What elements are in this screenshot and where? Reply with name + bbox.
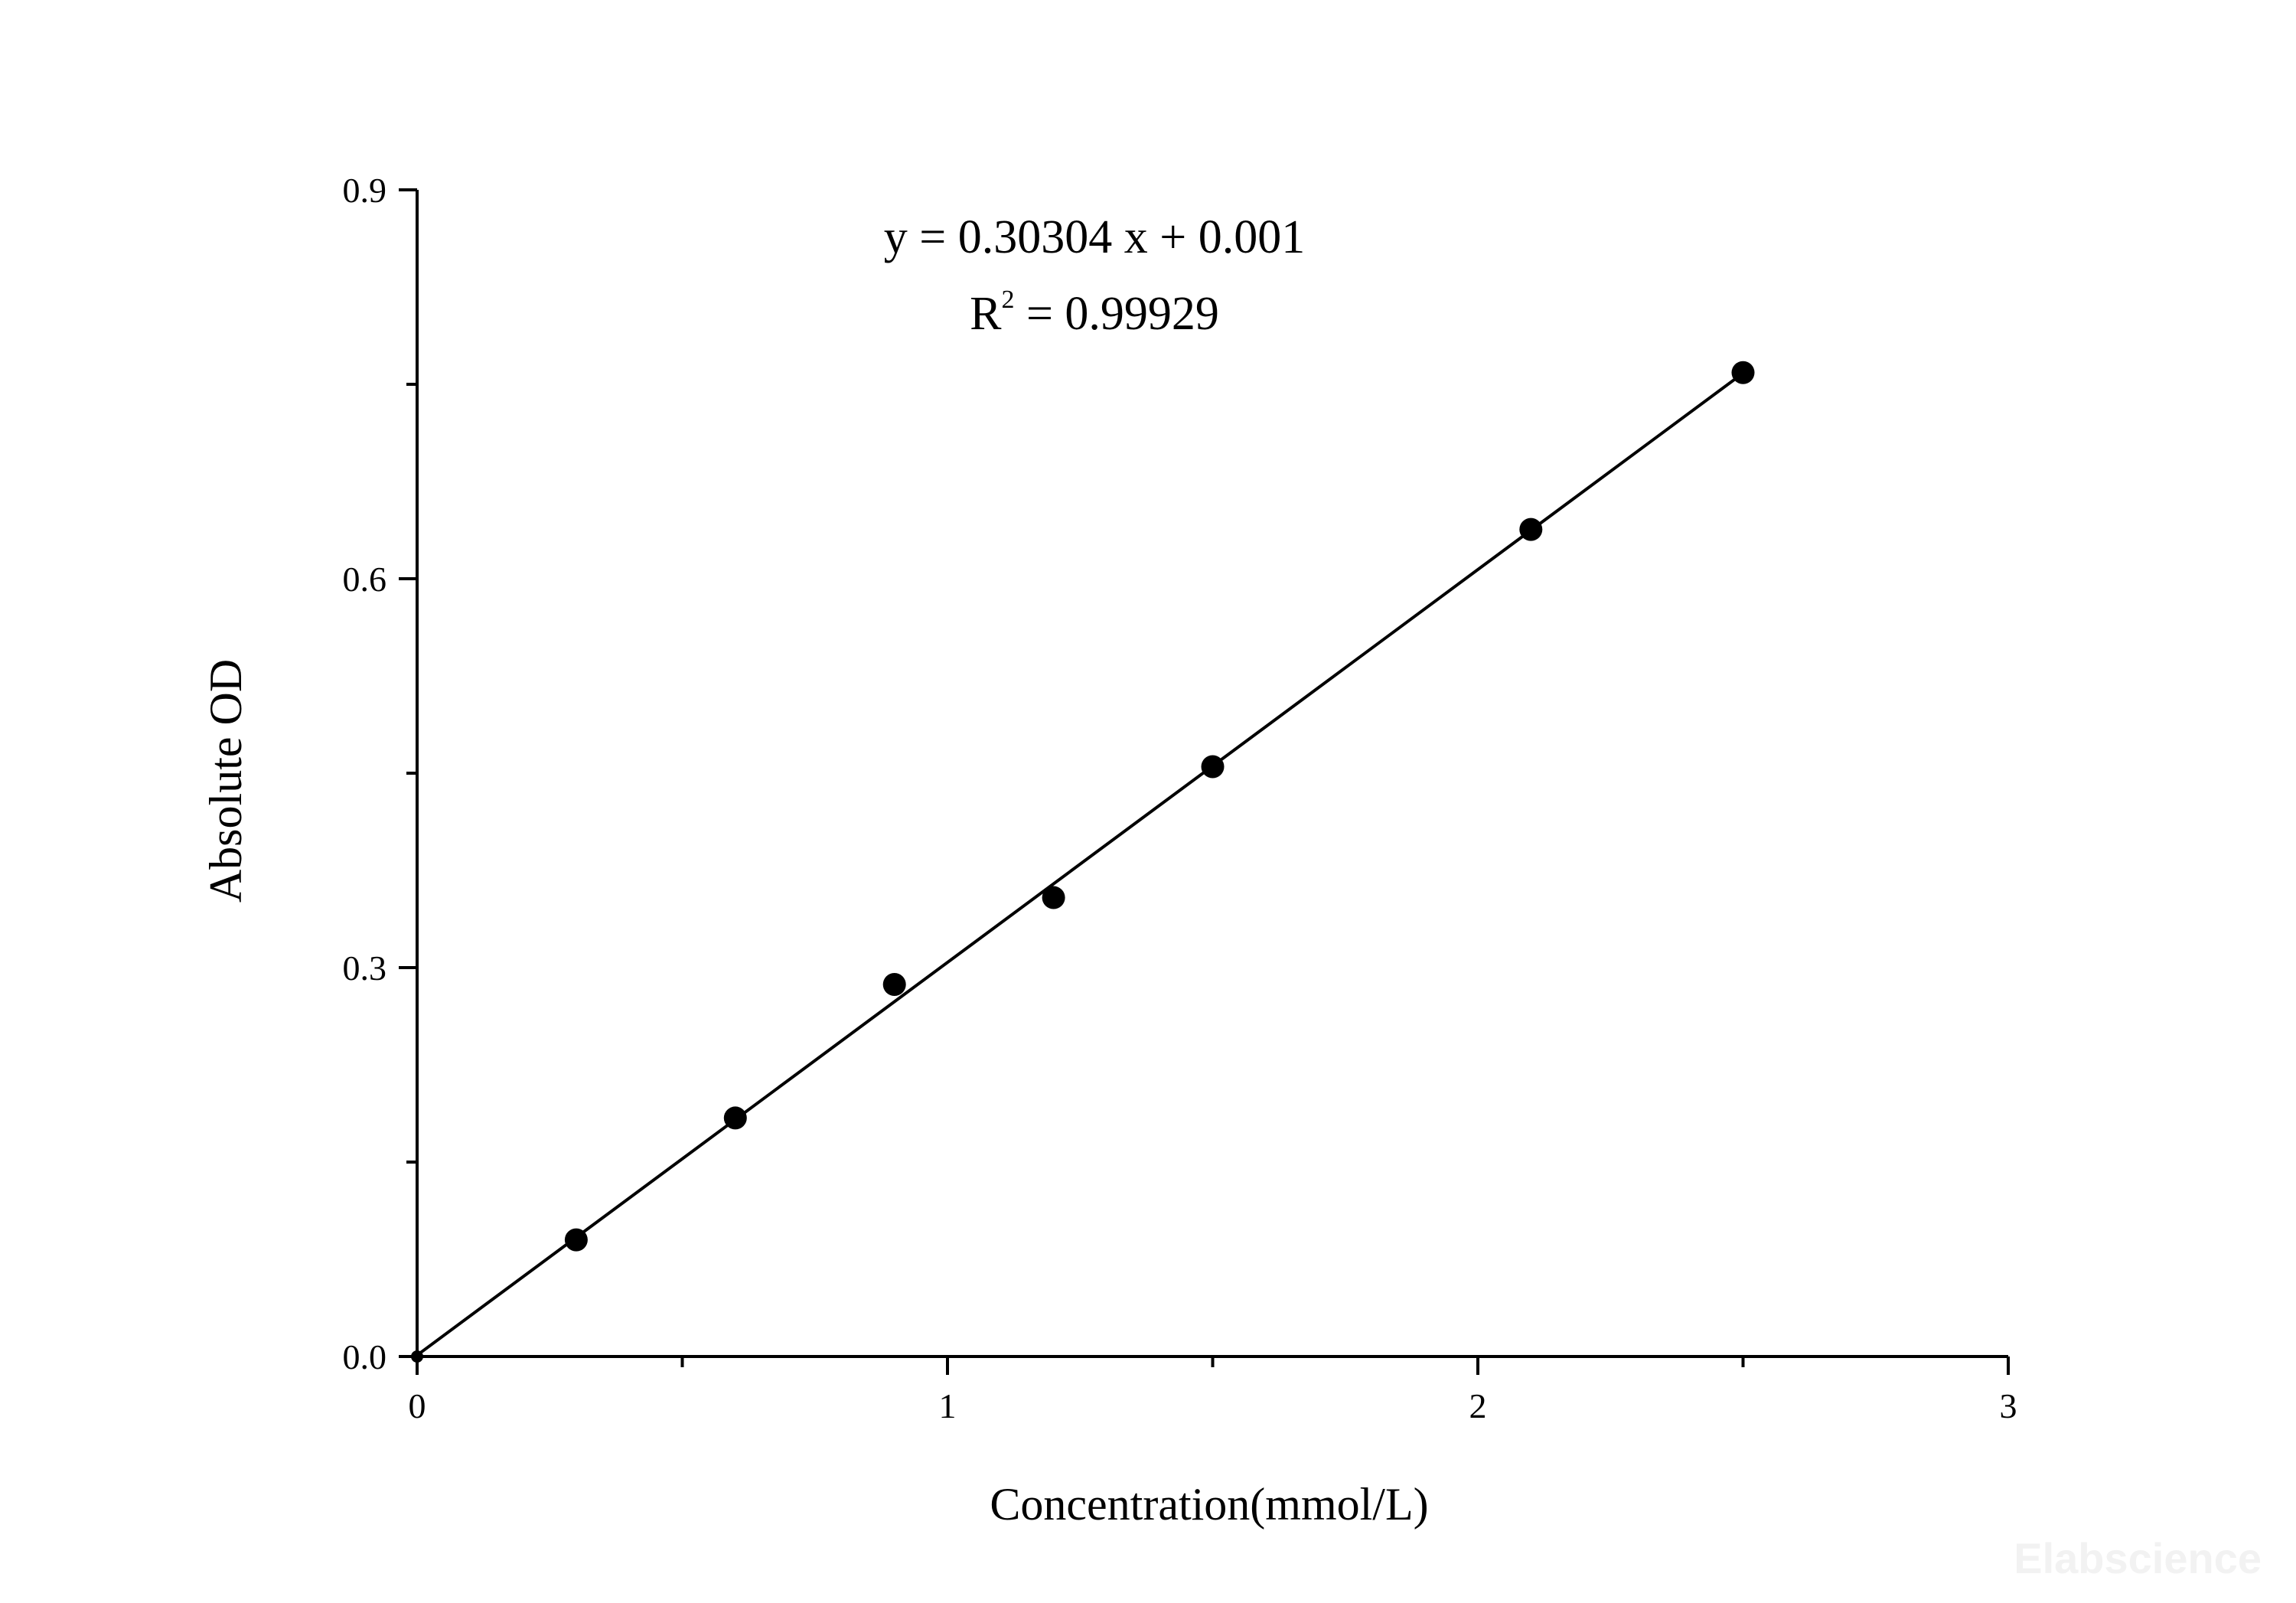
y-tick-label: 0.9 [343,171,387,210]
x-tick-label: 2 [1469,1386,1487,1425]
data-point [1731,361,1755,384]
x-tick-label: 0 [409,1386,426,1425]
regression-line [416,371,1744,1357]
y-tick-label: 0.6 [343,560,387,599]
y-tick-label: 0.3 [343,948,387,988]
regression-equation: y = 0.30304 x + 0.001 [884,211,1305,263]
data-point [411,1350,423,1363]
ticks: 0 1 2 3 0.0 0.3 0.6 0.9 [343,171,2017,1425]
r-squared-label: R2 = 0.99929 [970,286,1219,340]
r-squared-superscript: 2 [1001,286,1014,314]
x-tick-label: 1 [939,1386,957,1425]
data-point [882,973,906,997]
r-squared-prefix: R [970,288,1002,340]
x-tick-label: 3 [2000,1386,2017,1425]
data-point [1519,517,1543,541]
watermark-logo: Elabscience [2014,1534,2262,1582]
data-point [1201,755,1225,779]
y-tick-label: 0.0 [343,1337,387,1376]
x-axis-title: Concentration(mmol/L) [990,1479,1428,1530]
data-point [1042,886,1065,909]
y-axis-title: Absolute OD [201,659,251,903]
fit-line-group [416,371,1744,1357]
data-point [564,1228,588,1252]
data-points [411,361,1755,1363]
data-point [723,1106,747,1130]
r-squared-value: = 0.99929 [1014,288,1218,340]
